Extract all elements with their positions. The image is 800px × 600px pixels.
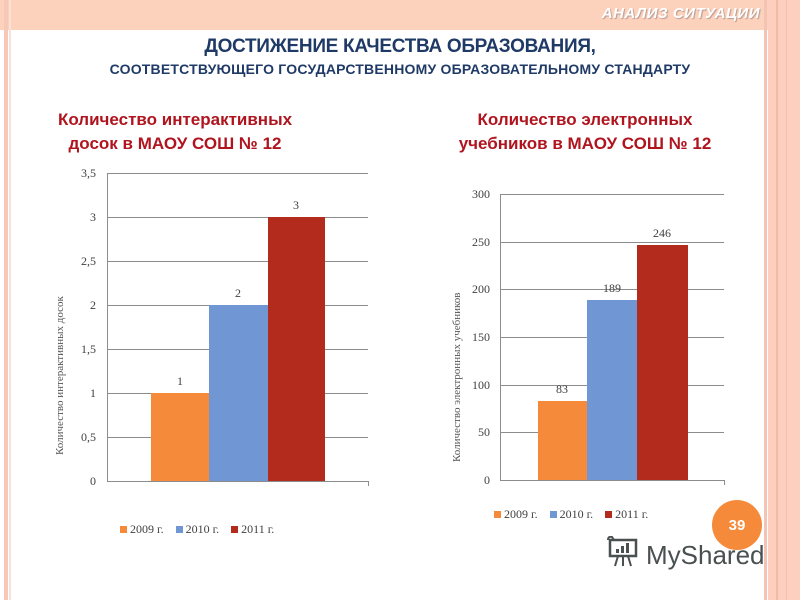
chart-1-title-line2: досок в МАОУ СОШ № 12	[68, 134, 282, 153]
y-tick-label: 1	[90, 386, 96, 400]
legend-swatch-icon	[549, 511, 557, 518]
legend-label: 2009 г.	[504, 507, 538, 521]
chart-1-title-line1: Количество интерактивных	[57, 110, 293, 129]
gridline	[500, 242, 724, 243]
legend-item-2010: 2010 г.	[175, 522, 220, 537]
legend-item-2009: 2009 г.	[120, 522, 164, 537]
y-axis	[500, 194, 501, 480]
bar-2010	[209, 305, 268, 481]
legend-label: 2009 г.	[130, 522, 164, 536]
x-axis	[107, 481, 368, 482]
gridline	[107, 217, 368, 218]
legend-swatch-icon	[494, 511, 501, 518]
y-tick-label: 250	[472, 235, 490, 249]
legend-label: 2011 г.	[615, 507, 649, 521]
bar-2009	[538, 401, 587, 480]
y-tick-label: 200	[472, 282, 490, 296]
gridline	[107, 261, 368, 262]
chart-electronic-textbooks: 300 250 200 150 100 50 0 Количество элек…	[451, 187, 725, 522]
y-tick-label: 2	[90, 298, 96, 312]
y-tick-label: 2,5	[81, 254, 96, 268]
slide-title: ДОСТИЖЕНИЕ КАЧЕСТВА ОБРАЗОВАНИЯ,	[204, 36, 596, 57]
chart-2-title: Количество электронных учебников в МАОУ …	[420, 108, 750, 156]
data-label-2010: 2	[235, 286, 241, 300]
chart-2-title-line1: Количество электронных	[477, 110, 693, 129]
data-label-2010: 189	[603, 281, 621, 295]
bar-2009	[151, 393, 209, 481]
data-label-2011: 3	[293, 198, 299, 212]
legend-label: 2010 г.	[185, 522, 220, 536]
y-tick-label: 0	[90, 474, 96, 488]
chart-1-title: Количество интерактивных досок в МАОУ СО…	[20, 108, 330, 156]
data-label-2009: 1	[177, 374, 183, 388]
y-tick-label: 3,5	[81, 166, 96, 180]
legend-item-2011: 2011 г.	[605, 507, 648, 522]
header-band	[0, 0, 768, 30]
y-tick-label: 300	[472, 187, 490, 201]
gridline	[107, 173, 368, 174]
left-border	[4, 0, 8, 600]
y-tick-label: 1,5	[81, 342, 96, 356]
right-decor-line	[786, 0, 787, 600]
bar-2011	[268, 217, 325, 481]
legend-swatch-icon	[175, 526, 183, 533]
gridline	[500, 289, 724, 290]
x-axis-end-tick	[724, 480, 725, 485]
right-decor-panel	[768, 0, 800, 600]
right-decor-line	[776, 0, 778, 600]
y-tick-label: 150	[472, 330, 490, 344]
y-tick-label: 0,5	[81, 430, 96, 444]
page-number-badge: 39	[712, 500, 762, 550]
y-axis	[107, 173, 108, 481]
bar-2010	[587, 300, 637, 480]
presentation-board-icon	[606, 535, 640, 575]
bar-2011	[637, 245, 688, 480]
y-tick-label: 3	[90, 210, 96, 224]
chart-1-legend: 2009 г. 2010 г. 2011 г.	[120, 522, 274, 537]
legend-label: 2010 г.	[559, 507, 594, 521]
legend-item-2009: 2009 г.	[494, 507, 538, 522]
legend-swatch-icon	[231, 526, 239, 533]
chart-2-legend: 2009 г. 2010 г. 2011 г.	[494, 507, 648, 522]
x-axis-end-tick	[368, 481, 369, 486]
watermark-text: MyShared	[646, 540, 765, 570]
section-tag: АНАЛИЗ СИТУАЦИИ	[601, 5, 760, 22]
y-axis-title: Количество электронных учебников	[451, 292, 463, 462]
chart-2-title-line2: учебников в МАОУ СОШ № 12	[458, 134, 712, 153]
slide-subtitle: СООТВЕТСТВУЮЩЕГО ГОСУДАРСТВЕННОМУ ОБРАЗО…	[109, 61, 691, 77]
left-border-inner	[9, 0, 11, 600]
legend-label: 2011 г.	[241, 522, 275, 536]
legend-swatch-icon	[605, 511, 613, 518]
right-border	[764, 0, 767, 600]
chart-interactive-boards: 3,5 3 2,5 2 1,5 1 0,5 0 Количество интер…	[0, 0, 400, 560]
y-tick-label: 0	[484, 473, 490, 487]
legend-item-2010: 2010 г.	[549, 507, 594, 522]
gridline	[500, 194, 724, 195]
legend-swatch-icon	[120, 526, 127, 533]
watermark: MyShared	[606, 535, 765, 575]
data-label-2011: 246	[653, 226, 671, 240]
legend-item-2011: 2011 г.	[231, 522, 274, 537]
y-tick-label: 100	[472, 378, 490, 392]
y-tick-label: 50	[478, 425, 490, 439]
data-label-2009: 83	[556, 382, 568, 396]
x-axis	[500, 480, 724, 481]
